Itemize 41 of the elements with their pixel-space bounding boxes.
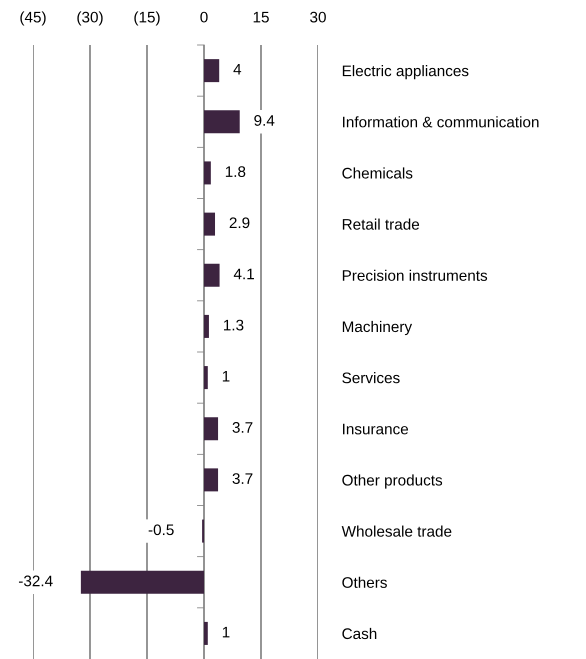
bar (204, 59, 220, 82)
bar (204, 161, 211, 184)
x-tick-label: 15 (254, 12, 269, 23)
data-label: 3.7 (232, 473, 252, 484)
y-tick-label: Retail trade (342, 218, 420, 230)
data-label: 2.9 (230, 217, 250, 228)
bar (204, 622, 208, 645)
x-tick-label: 0 (200, 12, 208, 23)
data-label: 1 (222, 371, 230, 382)
x-tick-label: (30) (77, 11, 103, 26)
y-tick-label: Machinery (342, 320, 412, 336)
data-label: 9.4 (254, 115, 274, 126)
y-tick-label: Cash (342, 628, 376, 640)
data-label: 3.7 (232, 422, 252, 433)
data-label: 1 (222, 626, 230, 638)
y-tick-label: Insurance (343, 424, 408, 434)
data-label: 4.1 (234, 268, 254, 280)
bar (204, 417, 218, 440)
y-tick-label: Information & communication (343, 116, 538, 128)
y-tick-label: Services (342, 372, 400, 384)
y-tick-label: Other products (342, 474, 442, 489)
x-tick-label: (15) (134, 11, 160, 26)
y-tick-label: Electric appliances (342, 65, 468, 80)
bar (204, 110, 240, 134)
y-tick-label: Others (342, 576, 387, 588)
x-tick-label: (45) (20, 11, 46, 26)
y-tick-label: Wholesale trade (342, 526, 452, 537)
data-label: -32.4 (18, 576, 53, 586)
y-tick-label: Chemicals (342, 167, 412, 179)
data-label: 1.8 (226, 166, 246, 178)
x-tick-label: 30 (310, 12, 326, 23)
bar (204, 264, 220, 287)
bar (204, 314, 209, 338)
data-label: 4 (233, 64, 242, 75)
data-label: 1.3 (224, 320, 244, 331)
y-tick-label: Precision instruments (342, 270, 488, 281)
bar (204, 212, 216, 236)
bar (204, 366, 208, 390)
data-label: -0.5 (148, 524, 174, 536)
bar (204, 468, 218, 492)
bar (80, 570, 204, 594)
